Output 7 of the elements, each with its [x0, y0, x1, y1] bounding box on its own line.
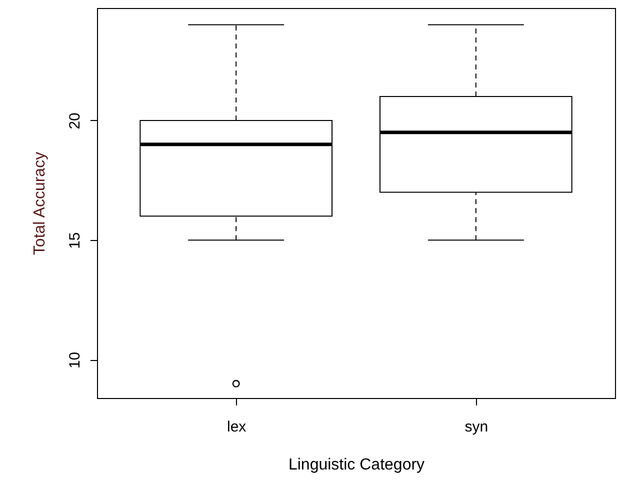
y-tick-label: 20	[66, 112, 84, 130]
x-axis-title: Linguistic Category	[288, 456, 425, 474]
x-tick-label: syn	[464, 418, 488, 436]
y-axis-title: Total Accuracy	[32, 152, 48, 256]
x-tick-label: lex	[227, 418, 247, 436]
y-tick-label: 10	[66, 352, 84, 369]
y-tick-label: 15	[66, 232, 84, 249]
